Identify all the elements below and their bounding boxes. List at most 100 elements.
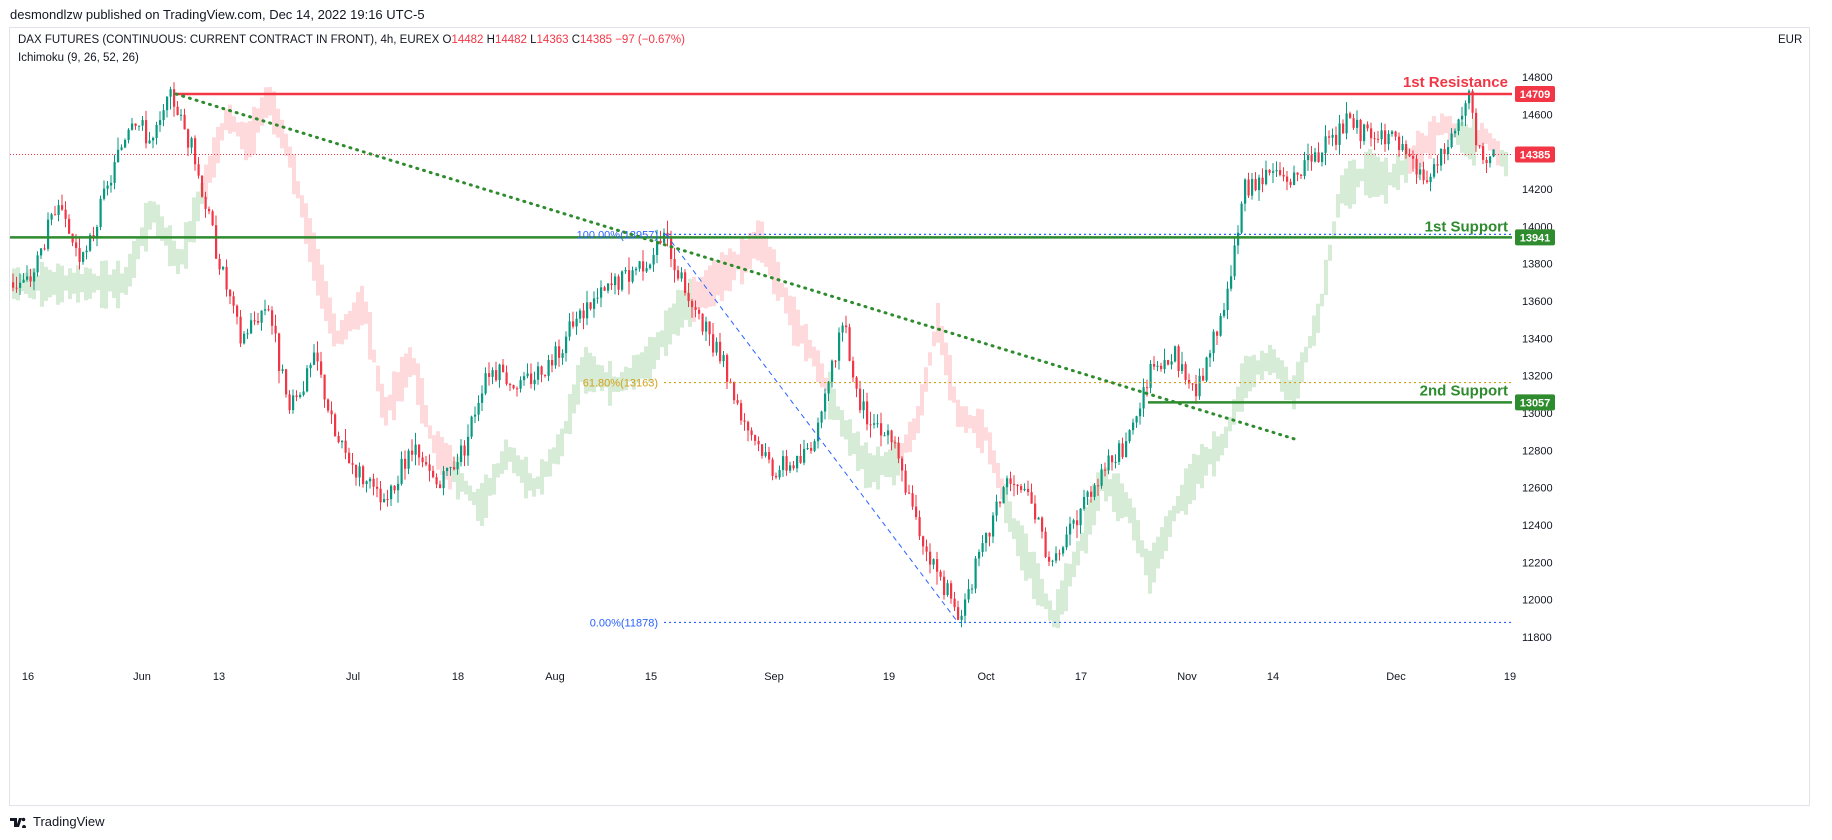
cloud-segment	[384, 396, 388, 426]
cloud-segment	[1000, 478, 1004, 500]
cloud-segment	[252, 106, 256, 155]
candle-body	[446, 467, 449, 472]
cloud-segment	[228, 104, 232, 134]
currency-label[interactable]: EUR	[1778, 34, 1803, 46]
low-label: L	[530, 34, 537, 46]
cloud-segment	[560, 428, 564, 457]
price-tick: 12400	[1522, 520, 1553, 532]
chart-frame[interactable]	[9, 27, 1810, 806]
cloud-segment	[644, 346, 648, 379]
time-tick: 19	[883, 671, 895, 683]
candle-body	[1279, 170, 1282, 175]
candle-body	[1048, 556, 1051, 562]
candle-body	[1128, 430, 1131, 442]
candle-body	[1419, 169, 1422, 175]
cloud-segment	[856, 431, 860, 472]
cloud-segment	[704, 270, 708, 309]
candle-body	[1037, 517, 1040, 520]
candle-body	[841, 325, 844, 333]
cloud-segment	[1392, 163, 1396, 188]
cloud-segment	[1476, 130, 1480, 146]
cloud-segment	[556, 434, 560, 465]
candle-body	[1160, 365, 1163, 370]
cloud-segment	[316, 248, 320, 296]
candle-body	[477, 402, 480, 415]
cloud-segment	[1448, 115, 1452, 141]
candle-body	[1149, 363, 1152, 388]
candle-body	[449, 467, 452, 469]
cloud-segment	[532, 478, 536, 497]
candle-body	[386, 499, 389, 501]
cloud-segment	[1288, 379, 1292, 401]
cloud-segment	[20, 274, 24, 292]
price-tick: 14800	[1522, 72, 1553, 84]
cloud-segment	[996, 462, 1000, 488]
high-label: H	[486, 34, 495, 46]
cloud-segment	[904, 434, 908, 453]
cloud-segment	[1460, 122, 1464, 153]
candle-body	[908, 492, 911, 494]
candle-body	[838, 332, 841, 361]
cloud-segment	[516, 455, 520, 477]
cloud-segment	[1152, 542, 1156, 583]
candle-body	[624, 270, 627, 272]
candle-body	[358, 466, 361, 478]
candle-body	[631, 270, 634, 282]
cloud-segment	[1328, 244, 1332, 261]
candle-body	[925, 546, 928, 552]
candle-body	[666, 232, 669, 237]
candle-body	[330, 410, 333, 415]
candle-body	[754, 435, 757, 441]
price-tick: 13800	[1522, 259, 1553, 271]
indicator-legend[interactable]: Ichimoku (9, 26, 52, 26)	[18, 52, 139, 64]
candle-body	[1300, 174, 1303, 176]
candle-body	[460, 445, 463, 463]
symbol-legend[interactable]: DAX FUTURES (CONTINUOUS: CURRENT CONTRAC…	[18, 34, 685, 46]
cloud-segment	[1292, 375, 1296, 410]
candle-body	[141, 120, 144, 126]
candle-body	[229, 289, 232, 297]
candle-body	[981, 543, 984, 552]
candle-body	[1398, 136, 1401, 151]
cloud-segment	[1360, 168, 1364, 182]
candle-body	[85, 250, 88, 253]
candle-body	[393, 485, 396, 491]
candle-body	[117, 149, 120, 163]
cloud-segment	[1248, 356, 1252, 392]
candle-body	[383, 499, 386, 503]
cloud-segment	[672, 303, 676, 335]
candle-body	[558, 346, 561, 358]
candle-body	[1167, 360, 1170, 365]
close-value: 14385	[580, 34, 613, 46]
cloud-segment	[272, 91, 276, 135]
cloud-segment	[1280, 360, 1284, 392]
candle-body	[1230, 276, 1233, 289]
trendline	[174, 92, 1297, 441]
cloud-segment	[564, 420, 568, 434]
candle-body	[1100, 469, 1103, 486]
candle-body	[36, 255, 39, 273]
cloud-segment	[1500, 150, 1504, 167]
cloud-segment	[596, 364, 600, 387]
candle-body	[491, 370, 494, 377]
candle-body	[817, 422, 820, 442]
cloud-segment	[80, 274, 84, 293]
cloud-segment	[768, 246, 772, 276]
cloud-segment	[568, 393, 572, 435]
candle-body	[757, 440, 760, 445]
cloud-segment	[1332, 221, 1336, 237]
candle-body	[953, 598, 956, 608]
cloud-segment	[840, 409, 844, 437]
candle-body	[1454, 130, 1457, 134]
candle-body	[1422, 169, 1425, 181]
candle-body	[463, 445, 466, 456]
candle-body	[1163, 360, 1166, 370]
candle-body	[813, 441, 816, 451]
cloud-segment	[1336, 193, 1340, 218]
tradingview-logo[interactable]: TradingView	[10, 814, 105, 829]
candle-body	[855, 377, 858, 389]
candle-body	[1373, 138, 1376, 140]
cloud-segment	[936, 302, 940, 343]
candle-body	[946, 583, 949, 596]
